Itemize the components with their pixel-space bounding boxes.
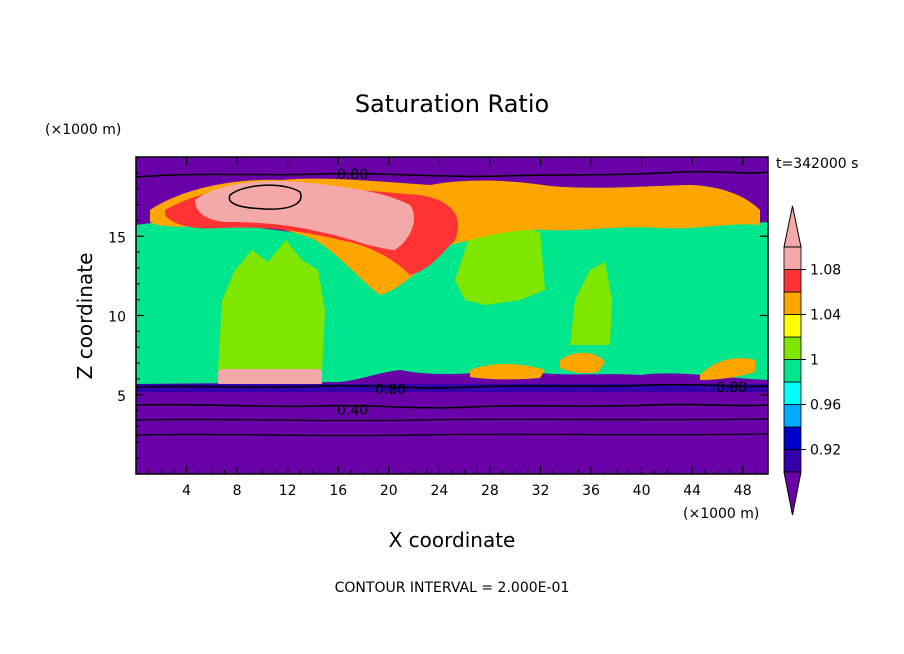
- field-band-pink: [195, 180, 415, 250]
- y-tick-label: 5: [117, 389, 126, 405]
- contour-label: 0.80: [716, 380, 747, 396]
- colorbar-label: 1.04: [810, 308, 841, 324]
- field-tower-right: [570, 262, 612, 345]
- contour-label: 0.80: [375, 382, 406, 398]
- x-tick-label: 44: [683, 483, 701, 499]
- contour-interval-label: CONTOUR INTERVAL = 2.000E-01: [335, 580, 570, 596]
- colorbar: 0.92 0.96 1 1.04 1.08: [783, 205, 841, 516]
- colorbar-label: 1: [810, 353, 819, 369]
- x-axis-label: X coordinate: [389, 528, 516, 552]
- x-tick-label: 16: [329, 483, 347, 499]
- field-tower-left: [218, 240, 325, 372]
- x-tick-label: 12: [279, 483, 297, 499]
- x-tick-label: 24: [430, 483, 448, 499]
- x-tick-label: 20: [380, 483, 398, 499]
- contour-line: [228, 184, 302, 210]
- colorbar-bin: [783, 426, 802, 450]
- colorbar-bin: [783, 269, 802, 293]
- plot-area: [136, 157, 768, 474]
- x-tick-label: 28: [481, 483, 499, 499]
- x-tick-label: 48: [734, 483, 752, 499]
- x-tick-label: 40: [633, 483, 651, 499]
- colorbar-bottom-arrow: [783, 471, 802, 516]
- chart-title: Saturation Ratio: [355, 90, 549, 118]
- x-axis: 4 8 12 16 20 24 28 32 36 40 44 48: [148, 157, 756, 499]
- colorbar-bin: [783, 336, 802, 360]
- colorbar-bin: [783, 449, 802, 473]
- time-label: t=342000 s: [776, 156, 858, 172]
- field-strip-pink: [218, 369, 322, 387]
- y-tick-label: 15: [108, 230, 126, 246]
- x-tick-label: 36: [582, 483, 600, 499]
- field-tower-center: [455, 222, 545, 305]
- colorbar-label: 1.08: [810, 263, 841, 279]
- colorbar-bin: [783, 381, 802, 405]
- y-axis: 5 10 15: [108, 172, 768, 459]
- contour-line: [136, 383, 768, 389]
- contour-label: 0.40: [337, 403, 368, 419]
- colorbar-bin: [783, 404, 802, 428]
- colorbar-top-arrow: [783, 205, 802, 248]
- colorbar-bin: [783, 314, 802, 338]
- contour-line: [136, 418, 768, 422]
- colorbar-bin: [783, 291, 802, 315]
- x-unit-label: (×1000 m): [683, 506, 759, 522]
- colorbar-bin: [783, 359, 802, 383]
- x-tick-label: 8: [233, 483, 242, 499]
- y-axis-label: Z coordinate: [73, 253, 97, 380]
- x-tick-label: 32: [532, 483, 550, 499]
- contour-line: [136, 403, 768, 409]
- colorbar-label: 0.92: [810, 443, 841, 459]
- contour-line: [136, 433, 768, 437]
- y-unit-label: (×1000 m): [45, 122, 121, 138]
- colorbar-label: 0.96: [810, 398, 841, 414]
- field-lower-orange: [470, 352, 755, 380]
- contour-line: [136, 170, 768, 178]
- contour-label: 0.80: [337, 167, 368, 183]
- y-tick-label: 10: [108, 310, 126, 326]
- x-tick-label: 4: [182, 483, 191, 499]
- colorbar-bin: [783, 246, 802, 270]
